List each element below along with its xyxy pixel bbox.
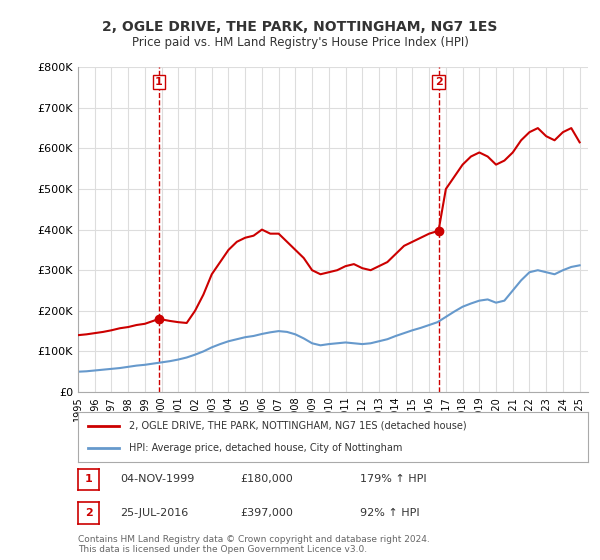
Text: Contains HM Land Registry data © Crown copyright and database right 2024.
This d: Contains HM Land Registry data © Crown c… <box>78 535 430 554</box>
Text: 2, OGLE DRIVE, THE PARK, NOTTINGHAM, NG7 1ES (detached house): 2, OGLE DRIVE, THE PARK, NOTTINGHAM, NG7… <box>129 421 467 431</box>
Text: 1: 1 <box>155 77 163 87</box>
Text: 04-NOV-1999: 04-NOV-1999 <box>120 474 194 484</box>
Text: 179% ↑ HPI: 179% ↑ HPI <box>360 474 427 484</box>
Text: 25-JUL-2016: 25-JUL-2016 <box>120 508 188 518</box>
Text: 2: 2 <box>85 508 92 518</box>
Text: 92% ↑ HPI: 92% ↑ HPI <box>360 508 419 518</box>
Text: £397,000: £397,000 <box>240 508 293 518</box>
Text: 2: 2 <box>434 77 442 87</box>
Text: £180,000: £180,000 <box>240 474 293 484</box>
Text: 2, OGLE DRIVE, THE PARK, NOTTINGHAM, NG7 1ES: 2, OGLE DRIVE, THE PARK, NOTTINGHAM, NG7… <box>103 20 497 34</box>
Text: HPI: Average price, detached house, City of Nottingham: HPI: Average price, detached house, City… <box>129 443 403 453</box>
Text: Price paid vs. HM Land Registry's House Price Index (HPI): Price paid vs. HM Land Registry's House … <box>131 36 469 49</box>
Text: 1: 1 <box>85 474 92 484</box>
